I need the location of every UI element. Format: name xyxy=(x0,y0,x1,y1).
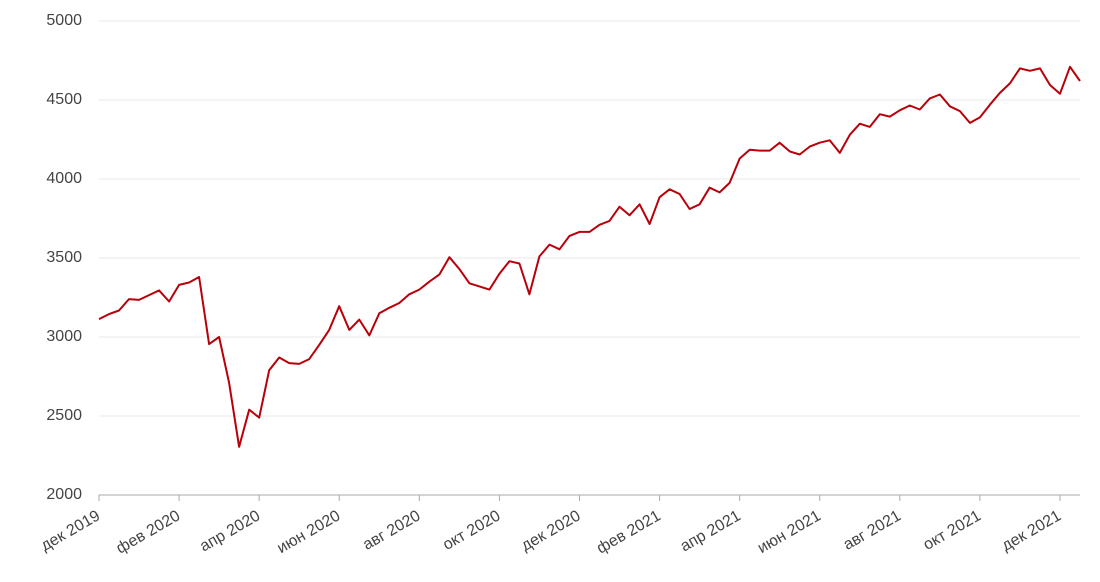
x-tick-label: авг 2021 xyxy=(841,507,904,553)
x-tick-label: фев 2021 xyxy=(594,507,664,557)
x-tick-label: дек 2020 xyxy=(519,507,584,554)
y-tick-label: 5000 xyxy=(46,12,82,29)
y-tick-label: 3500 xyxy=(46,249,82,266)
y-tick-label: 4000 xyxy=(46,170,82,187)
y-tick-label: 2000 xyxy=(46,486,82,503)
x-tick-label: авг 2020 xyxy=(360,507,423,553)
x-tick-label: фев 2020 xyxy=(114,507,184,557)
x-tick-label: окт 2021 xyxy=(921,507,985,554)
y-tick-label: 4500 xyxy=(46,91,82,108)
x-tick-label: дек 2019 xyxy=(38,507,103,554)
line-series xyxy=(98,65,1081,448)
x-tick-label: окт 2020 xyxy=(440,507,504,554)
x-tick-label: июн 2020 xyxy=(274,507,343,557)
x-tick-label: апр 2020 xyxy=(197,507,263,555)
x-tick-label: апр 2021 xyxy=(678,507,744,555)
x-tick-label: дек 2021 xyxy=(999,507,1064,554)
x-tick-label: июн 2021 xyxy=(755,507,824,557)
y-tick-label: 2500 xyxy=(46,407,82,424)
y-tick-label: 3000 xyxy=(46,328,82,345)
